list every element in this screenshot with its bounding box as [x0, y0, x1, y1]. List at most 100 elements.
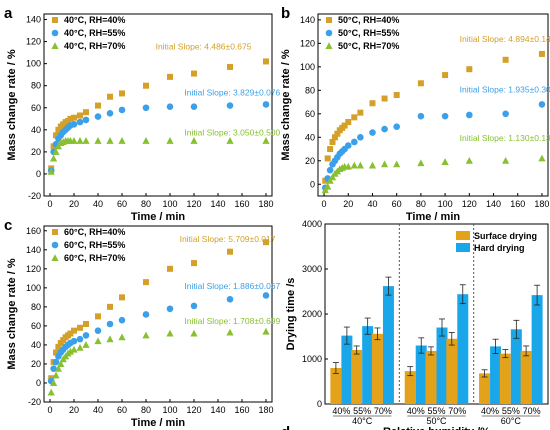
- x-tick-label: 140: [210, 405, 225, 415]
- legend-label: 50°C, RH=70%: [338, 41, 399, 51]
- data-point: [538, 154, 546, 162]
- legend-marker: [325, 29, 333, 37]
- y-tick-label: 80: [31, 81, 41, 91]
- legend-swatch: [456, 231, 470, 240]
- data-point: [327, 146, 334, 153]
- plot-frame: [43, 13, 273, 197]
- x-tick-label: 0: [47, 199, 52, 209]
- y-tick-label: 0: [36, 378, 41, 388]
- bar: [330, 368, 342, 404]
- y-axis-label: Mass change rate / %: [280, 49, 292, 160]
- data-point: [50, 365, 57, 373]
- data-point: [324, 155, 331, 162]
- data-point: [351, 114, 358, 121]
- x-tick-label: 180: [258, 405, 273, 415]
- series-circle: [47, 292, 270, 385]
- data-point: [345, 119, 352, 126]
- panel-a: a 0 20 40 60 80 100 120 140 160 180 -20 0 20 40 60 80 100…: [4, 5, 281, 223]
- data-point: [94, 113, 102, 120]
- slope-annotation: Initial Slope: 1.708±0.699: [184, 316, 280, 326]
- data-point: [263, 58, 269, 65]
- y-tick-label: 120: [26, 264, 41, 274]
- data-point: [52, 148, 60, 155]
- data-point: [166, 305, 174, 313]
- y-tick-label: 60: [31, 103, 41, 113]
- y-tick-label: 40: [31, 340, 41, 350]
- plot-frame: [317, 13, 549, 197]
- data-point: [66, 347, 74, 355]
- data-point: [167, 265, 173, 272]
- data-point: [324, 182, 332, 190]
- data-point: [107, 93, 113, 100]
- legend: 60°C, RH=40% 60°C, RH=55% 60°C, RH=70%: [51, 227, 125, 263]
- x-axis-label: Time / min: [131, 417, 185, 429]
- y-axis-label: Mass change rate / %: [6, 49, 18, 160]
- slope-annotation: Initial Slope: 3.050±0.500: [184, 127, 280, 137]
- y-tick-label: 100: [26, 283, 41, 293]
- data-point: [351, 138, 358, 146]
- data-point: [166, 103, 174, 110]
- data-point: [118, 333, 126, 341]
- series-triangle: [321, 154, 546, 194]
- series-square: [48, 58, 269, 172]
- category-label: 55%: [353, 406, 371, 416]
- data-point: [118, 137, 126, 144]
- y-tick-label: 120: [26, 37, 41, 47]
- bar: [490, 346, 502, 404]
- y-tick-label: 140: [26, 15, 41, 25]
- x-tick-label: 180: [258, 199, 273, 209]
- category-label: 70%: [448, 406, 466, 416]
- data-point: [190, 329, 198, 337]
- data-point: [76, 137, 84, 144]
- bar: [382, 286, 394, 404]
- y-tick-label: 4000: [302, 219, 322, 229]
- x-tick-label: 100: [438, 199, 453, 209]
- x-tick-label: 160: [234, 199, 249, 209]
- legend-marker: [52, 229, 58, 235]
- x-tick-label: 60: [117, 199, 127, 209]
- y-tick-label: 0: [36, 169, 41, 179]
- bar: [425, 350, 437, 404]
- bar: [499, 353, 511, 404]
- legend-marker: [51, 254, 59, 261]
- legend-label: 40°C, RH=70%: [64, 41, 125, 51]
- legend-label: 40°C, RH=40%: [64, 15, 125, 25]
- y-tick-label: 40: [31, 125, 41, 135]
- x-tick-label: 40: [93, 199, 103, 209]
- x-tick-label: 0: [322, 199, 327, 209]
- bar: [436, 327, 448, 404]
- series-triangle: [47, 137, 270, 175]
- data-point: [70, 337, 78, 345]
- y-axis-label: Drying time /s: [285, 278, 297, 351]
- data-point: [262, 292, 270, 299]
- bar: [415, 345, 427, 404]
- x-axis-label: Time / min: [406, 211, 460, 223]
- legend-marker: [51, 42, 59, 49]
- data-point: [502, 56, 509, 63]
- y-tick-label: 100: [26, 59, 41, 69]
- panel-b: b 0 20 40 60 80 100 120 140 160 180 0 20 40 60 80 100 120…: [280, 5, 550, 223]
- data-point: [466, 66, 473, 73]
- data-point: [381, 125, 388, 133]
- legend-marker: [51, 241, 59, 249]
- data-point: [166, 137, 174, 144]
- data-point: [380, 160, 389, 168]
- data-point: [82, 137, 90, 144]
- data-point: [344, 162, 352, 170]
- y-tick-label: 0: [317, 399, 322, 409]
- panel-d: d0100020003000400040%55%70%40°C40%55%70%…: [281, 219, 549, 430]
- data-point: [95, 313, 101, 320]
- data-point: [118, 316, 126, 324]
- data-point: [466, 111, 473, 119]
- group-label: 50°C: [426, 416, 447, 426]
- data-point: [118, 106, 126, 114]
- category-label: 55%: [427, 406, 445, 416]
- data-point: [191, 260, 197, 267]
- x-tick-label: 80: [141, 405, 151, 415]
- x-axis-label: Relative humidity /%: [383, 426, 490, 430]
- panel-letter: b: [281, 5, 290, 22]
- data-point: [441, 158, 449, 165]
- data-point: [334, 130, 341, 137]
- series-square: [322, 50, 545, 184]
